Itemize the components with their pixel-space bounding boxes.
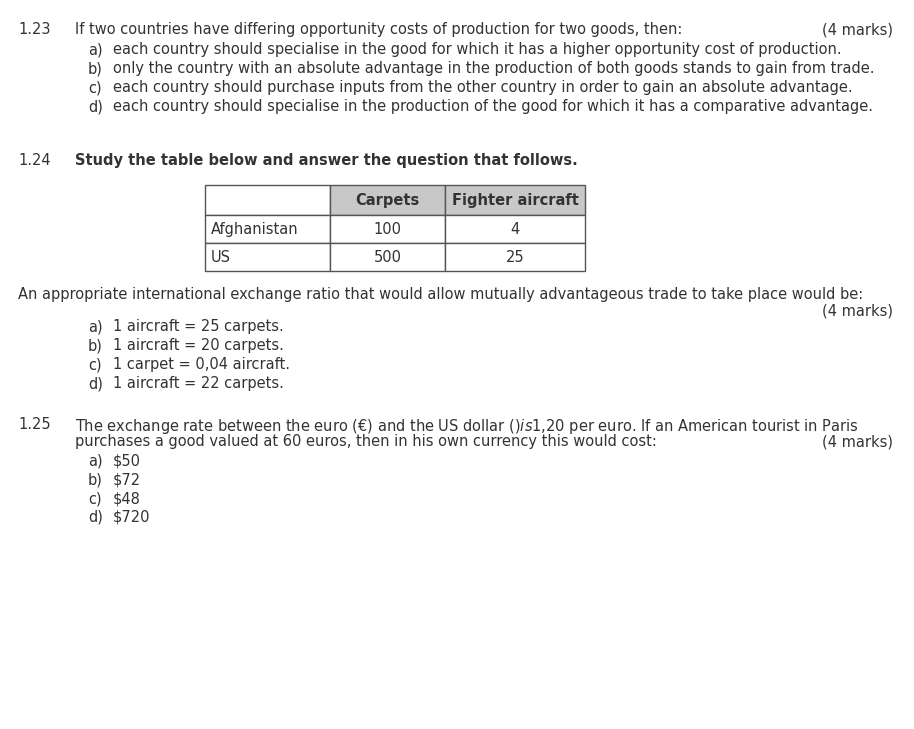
Text: 1 aircraft = 20 carpets.: 1 aircraft = 20 carpets.	[113, 338, 284, 353]
Text: c): c)	[88, 491, 101, 506]
Text: d): d)	[88, 510, 103, 525]
Text: d): d)	[88, 99, 103, 114]
Text: Fighter aircraft: Fighter aircraft	[452, 192, 579, 208]
Text: a): a)	[88, 453, 102, 468]
Text: $48: $48	[113, 491, 141, 506]
Text: The exchange rate between the euro (€) and the US dollar ($) is $1,20 per euro. : The exchange rate between the euro (€) a…	[75, 417, 858, 436]
Bar	[445, 215, 585, 243]
Text: Carpets: Carpets	[356, 192, 420, 208]
Bar	[445, 185, 585, 215]
Text: d): d)	[88, 376, 103, 391]
Text: If two countries have differing opportunity costs of production for two goods, t: If two countries have differing opportun…	[75, 22, 683, 37]
Text: each country should specialise in the good for which it has a higher opportunity: each country should specialise in the go…	[113, 42, 842, 57]
Text: 1.23: 1.23	[18, 22, 50, 37]
Text: each country should specialise in the production of the good for which it has a : each country should specialise in the pr…	[113, 99, 873, 114]
Bar	[205, 185, 330, 215]
Text: b): b)	[88, 61, 103, 76]
Text: 500: 500	[374, 249, 401, 265]
Bar	[330, 185, 445, 215]
Text: (4 marks): (4 marks)	[822, 434, 893, 449]
Text: purchases a good valued at 60 euros, then in his own currency this would cost:: purchases a good valued at 60 euros, the…	[75, 434, 657, 449]
Text: a): a)	[88, 319, 102, 334]
Text: US: US	[211, 249, 231, 265]
Text: 4: 4	[510, 222, 520, 236]
Text: c): c)	[88, 357, 101, 372]
Text: Afghanistan: Afghanistan	[211, 222, 299, 236]
Text: 1 carpet = 0,04 aircraft.: 1 carpet = 0,04 aircraft.	[113, 357, 290, 372]
Text: b): b)	[88, 472, 103, 487]
Text: only the country with an absolute advantage in the production of both goods stan: only the country with an absolute advant…	[113, 61, 875, 76]
Text: $72: $72	[113, 472, 141, 487]
Text: 1 aircraft = 22 carpets.: 1 aircraft = 22 carpets.	[113, 376, 284, 391]
Text: a): a)	[88, 42, 102, 57]
Text: b): b)	[88, 338, 103, 353]
Text: 1.24: 1.24	[18, 153, 50, 168]
Bar	[330, 215, 445, 243]
Text: $720: $720	[113, 510, 151, 525]
Text: $50: $50	[113, 453, 141, 468]
Bar	[330, 243, 445, 271]
Text: Study the table below and answer the question that follows.: Study the table below and answer the que…	[75, 153, 578, 168]
Text: 1.25: 1.25	[18, 417, 50, 432]
Text: 100: 100	[374, 222, 401, 236]
Bar	[445, 243, 585, 271]
Text: An appropriate international exchange ratio that would allow mutually advantageo: An appropriate international exchange ra…	[18, 287, 863, 302]
Text: (4 marks): (4 marks)	[822, 303, 893, 318]
Bar	[205, 243, 330, 271]
Text: each country should purchase inputs from the other country in order to gain an a: each country should purchase inputs from…	[113, 80, 853, 95]
Text: 25: 25	[505, 249, 525, 265]
Text: 1 aircraft = 25 carpets.: 1 aircraft = 25 carpets.	[113, 319, 283, 334]
Text: c): c)	[88, 80, 101, 95]
Text: (4 marks): (4 marks)	[822, 22, 893, 37]
Bar	[205, 215, 330, 243]
